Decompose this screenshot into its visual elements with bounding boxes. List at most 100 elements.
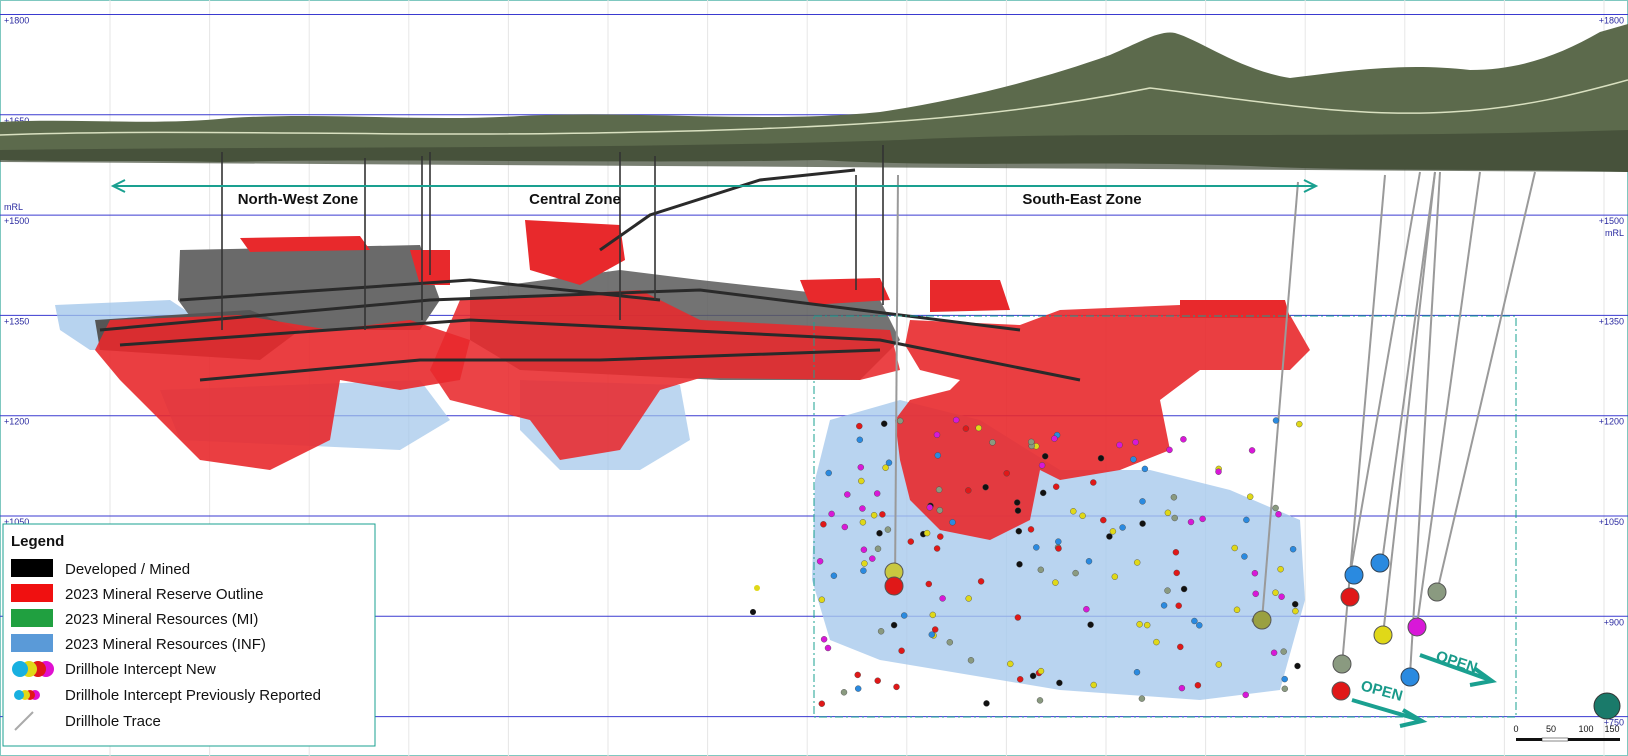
intercept-previous — [1194, 682, 1202, 689]
intercept-previous — [1199, 515, 1206, 523]
intercept-previous — [1130, 456, 1137, 463]
intercept-previous — [856, 436, 863, 443]
intercept-previous — [1173, 569, 1180, 577]
legend-swatch — [12, 661, 54, 677]
intercept-previous — [1277, 566, 1284, 573]
intercept-previous — [898, 647, 905, 654]
intercept-previous — [1278, 593, 1285, 600]
legend-swatch — [11, 559, 53, 577]
intercept-previous — [1164, 587, 1171, 594]
intercept-previous — [1270, 649, 1278, 656]
intercept-previous — [874, 677, 881, 684]
intercept-previous — [932, 626, 939, 633]
intercept-previous — [750, 609, 756, 615]
intercept-new — [1344, 565, 1364, 585]
intercept-previous — [818, 596, 825, 603]
intercept-previous — [754, 585, 760, 591]
intercept-previous — [856, 422, 863, 430]
intercept-previous — [1241, 553, 1248, 560]
level-label: +1800 — [4, 16, 29, 26]
intercept-previous — [1083, 606, 1090, 613]
scale-bar: 0 50 100 150 — [1513, 724, 1620, 742]
intercept-previous — [840, 689, 848, 696]
level-label: +750 — [1604, 718, 1624, 728]
sphere — [12, 661, 28, 677]
intercept-previous — [1252, 590, 1259, 597]
intercept-previous — [869, 555, 876, 562]
drillhole-traces — [894, 171, 1536, 676]
level-label: +1800 — [1599, 16, 1624, 26]
legend-label: 2023 Mineral Reserve Outline — [65, 586, 263, 603]
level-label: +1500 — [1599, 216, 1624, 226]
level-label: +900 — [1604, 617, 1624, 627]
intercept-previous — [860, 567, 867, 574]
intercept-previous — [1246, 493, 1254, 500]
intercept-previous — [1070, 508, 1077, 515]
intercept-previous — [1166, 446, 1173, 454]
intercept-previous — [1037, 566, 1045, 573]
drillhole-trace — [1409, 171, 1441, 676]
intercept-new — [1427, 582, 1447, 602]
intercept-previous — [1187, 518, 1195, 526]
zone-label: Central Zone — [529, 191, 621, 208]
scale-label: 0 — [1513, 724, 1518, 734]
intercept-previous — [1056, 679, 1063, 687]
intercept-previous — [934, 452, 941, 459]
intercept-previous — [824, 644, 832, 652]
level-label: +1200 — [4, 417, 29, 427]
intercept-previous — [1177, 643, 1184, 651]
intercept-previous — [1180, 436, 1187, 443]
legend-label: 2023 Mineral Resources (INF) — [65, 636, 266, 653]
mineral-reserve — [525, 220, 625, 285]
intercept-previous — [1017, 676, 1024, 683]
intercept-previous — [857, 464, 864, 471]
new-intercepts — [884, 553, 1621, 720]
zone-label: South-East Zone — [1022, 191, 1141, 208]
intercept-previous — [830, 572, 838, 579]
intercept-previous — [1039, 489, 1047, 497]
drive — [119, 318, 1081, 382]
intercept-previous — [983, 700, 990, 707]
intercept-previous — [1037, 667, 1045, 675]
intercept-new — [1400, 667, 1420, 687]
intercept-new — [1252, 610, 1272, 630]
intercept-previous — [1132, 439, 1139, 446]
level-label: +1050 — [1599, 517, 1624, 527]
intercept-previous — [841, 523, 848, 531]
mineral-reserve — [240, 236, 370, 252]
intercept-previous — [825, 469, 832, 477]
intercept-previous — [828, 510, 835, 518]
legend-label: Developed / Mined — [65, 561, 190, 578]
legend-label: Drillhole Intercept Previously Reported — [65, 687, 321, 704]
legend-label: Drillhole Intercept New — [65, 661, 216, 678]
drillhole-trace — [1261, 181, 1299, 621]
topography-outline — [0, 79, 1628, 136]
intercept-previous — [861, 560, 868, 567]
intercept-previous — [901, 612, 908, 619]
intercept-previous — [1116, 441, 1123, 449]
globe — [1593, 692, 1621, 720]
intercept-previous — [1109, 528, 1117, 535]
sphere — [14, 690, 24, 700]
intercept-previous — [882, 464, 889, 471]
intercept-previous — [877, 628, 885, 635]
shafts — [221, 145, 884, 330]
intercept-new — [1340, 587, 1360, 607]
intercept-previous — [1231, 544, 1238, 552]
intercept-previous — [1196, 622, 1203, 629]
intercept-previous — [854, 671, 861, 679]
intercept-previous — [1087, 621, 1094, 628]
intercept-previous — [1090, 479, 1097, 486]
intercept-previous — [1251, 570, 1259, 577]
intercept-previous — [1175, 602, 1182, 609]
level-label: +1350 — [1599, 316, 1624, 326]
intercept-previous — [890, 621, 898, 629]
drillhole-trace — [1436, 171, 1536, 593]
intercept-previous — [967, 657, 975, 664]
target-box — [813, 315, 1517, 718]
arrow-head — [1303, 179, 1319, 193]
intercept-previous — [897, 417, 904, 425]
scale-label: 50 — [1546, 724, 1556, 734]
intercept-previous — [946, 639, 953, 646]
intercept-previous — [818, 700, 825, 707]
